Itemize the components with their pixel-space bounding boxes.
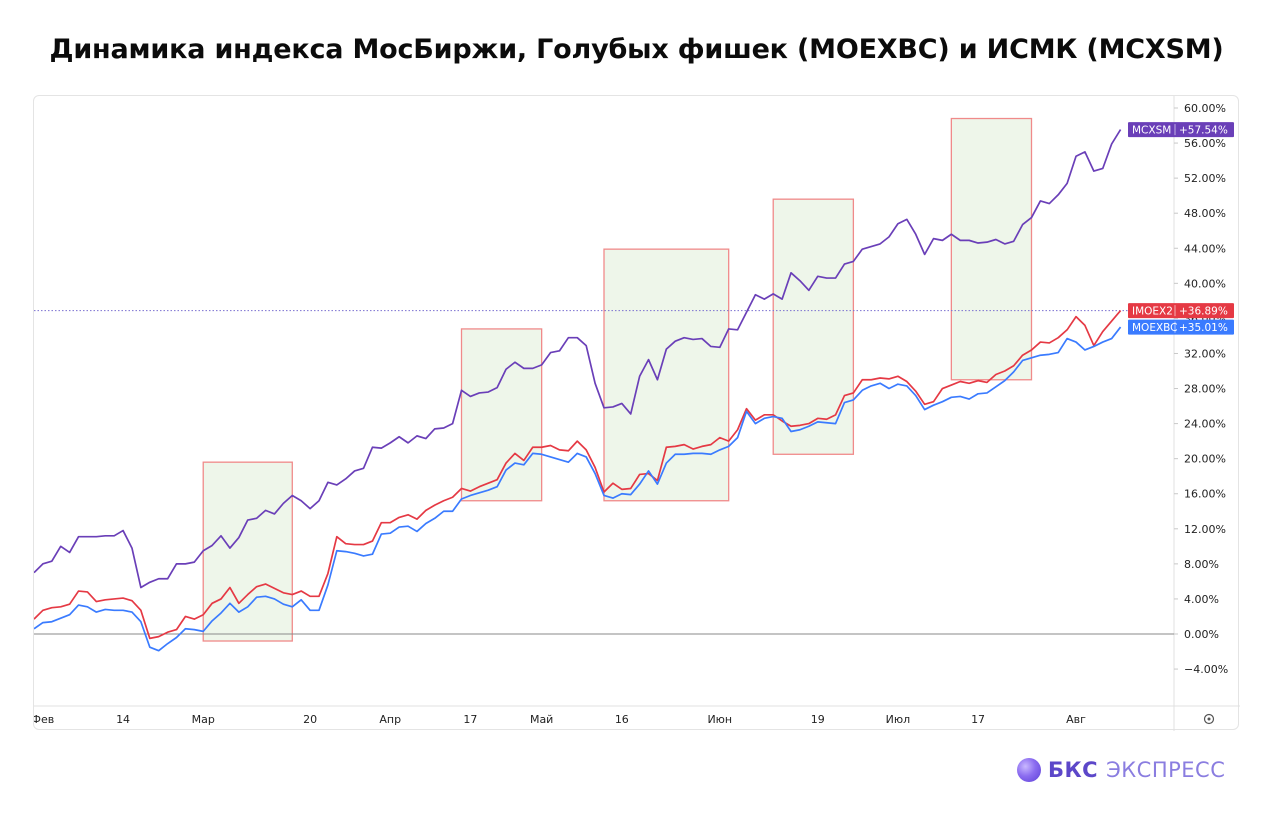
x-tick-label: 17 xyxy=(971,713,985,726)
y-tick-label: 52.00% xyxy=(1184,172,1226,185)
x-tick-label: Мар xyxy=(192,713,215,726)
x-tick-label: Июл xyxy=(886,713,911,726)
y-tick-label: −4.00% xyxy=(1184,663,1228,676)
y-tick-label: 24.00% xyxy=(1184,418,1226,431)
y-tick-label: 44.00% xyxy=(1184,242,1226,255)
y-tick-label: 16.00% xyxy=(1184,488,1226,501)
x-tick-label: Авг xyxy=(1066,713,1086,726)
page-title: Динамика индекса МосБиржи, Голубых фишек… xyxy=(49,34,1224,65)
badge-series-value: +36.89% xyxy=(1179,306,1228,318)
y-tick-label: 40.00% xyxy=(1184,277,1226,290)
badge-series-name: MCXSM xyxy=(1132,125,1171,137)
x-tick-label: Апр xyxy=(379,713,401,726)
brand-name: БКС xyxy=(1048,758,1099,782)
badge-series-name: IMOEX2 xyxy=(1132,306,1173,318)
chart-area[interactable]: 60.00% 56.00% 52.00% 48.00% 44.00% 40.00% 36.0… xyxy=(33,95,1240,731)
y-tick-label: 32.00% xyxy=(1184,347,1226,360)
brand-logo-block: БКС ЭКСПРЕСС xyxy=(1017,756,1225,784)
y-tick-label: 8.00% xyxy=(1184,558,1219,571)
x-tick-label: Июн xyxy=(707,713,732,726)
x-tick-label: Май xyxy=(530,713,553,726)
brand-subtitle: ЭКСПРЕСС xyxy=(1106,758,1226,782)
gear-icon[interactable] xyxy=(1203,713,1215,725)
x-tick-label: 19 xyxy=(811,713,825,726)
badge-moexbc xyxy=(1128,319,1234,335)
x-tick-label: 16 xyxy=(615,713,629,726)
y-tick-label: 4.00% xyxy=(1184,593,1219,606)
x-tick-label: 14 xyxy=(116,713,130,726)
y-tick-label: 0.00% xyxy=(1184,628,1219,641)
gear-icon-center xyxy=(1207,717,1211,721)
y-tick-label: 28.00% xyxy=(1184,383,1226,396)
badge-series-value: +35.01% xyxy=(1179,322,1228,334)
highlight-box-5 xyxy=(950,117,1033,381)
badge-series-value: +57.54% xyxy=(1179,125,1228,137)
y-tick-label: 20.00% xyxy=(1184,453,1226,466)
badge-imoex2 xyxy=(1128,303,1234,319)
x-tick-label: 20 xyxy=(303,713,317,726)
x-tick-label: Фев xyxy=(34,713,54,726)
badge-mcxsm xyxy=(1128,122,1234,138)
highlight-box-1 xyxy=(202,461,293,642)
y-tick-label: 48.00% xyxy=(1184,207,1226,220)
y-tick-label: 56.00% xyxy=(1184,137,1226,150)
series-line-moexbc[interactable] xyxy=(34,326,1122,652)
series-line-imoex2[interactable] xyxy=(34,310,1122,640)
badge-series-name: MOEXBC xyxy=(1132,322,1178,334)
highlight-box-4 xyxy=(772,198,855,455)
series-line-mcxsm[interactable] xyxy=(34,129,1122,589)
line-chart[interactable]: 60.00%56.00%52.00%48.00%44.00%40.00%36.0… xyxy=(34,96,1240,731)
y-tick-label: 60.00% xyxy=(1184,102,1226,115)
bks-logo-icon xyxy=(1017,758,1041,782)
highlight-box-2 xyxy=(460,328,543,502)
highlight-box-3 xyxy=(603,248,730,502)
x-tick-label: 17 xyxy=(463,713,477,726)
y-tick-label: 12.00% xyxy=(1184,523,1226,536)
